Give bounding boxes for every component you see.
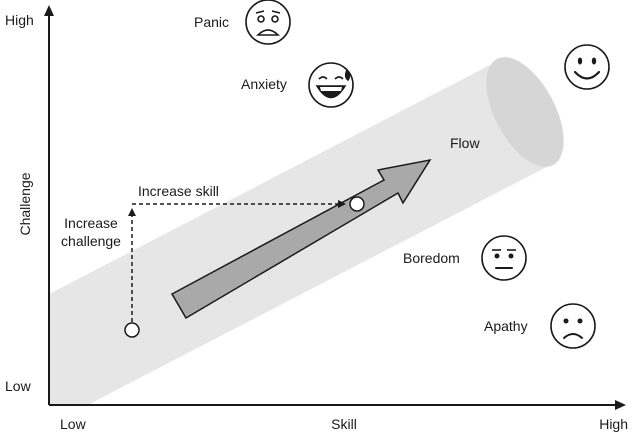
- end-point: [349, 196, 365, 212]
- y-axis-title: Challenge: [17, 172, 33, 235]
- start-point: [124, 322, 140, 338]
- sad-face-icon: [550, 303, 596, 349]
- boredom-label: Boredom: [403, 250, 460, 266]
- anxiety-label: Anxiety: [241, 76, 287, 92]
- increase-challenge-label-line2: challenge: [61, 233, 121, 249]
- y-low-label: Low: [5, 378, 32, 394]
- bored-face-icon: [481, 235, 527, 281]
- increase-challenge-label-line1: Increase: [64, 215, 118, 231]
- panic-label: Panic: [194, 14, 229, 30]
- apathy-label: Apathy: [484, 318, 528, 334]
- progress-arrow: [170, 158, 432, 320]
- panic-face-icon: [245, 0, 291, 45]
- increase-skill-label: Increase skill: [138, 183, 219, 199]
- y-high-label: High: [5, 12, 34, 28]
- y-axis-arrowhead: [44, 5, 54, 16]
- x-high-label: High: [599, 416, 628, 432]
- anxiety-face-icon: [308, 62, 354, 108]
- x-axis-arrowhead: [615, 400, 626, 410]
- x-low-label: Low: [60, 416, 87, 432]
- x-axis-title: Skill: [331, 416, 357, 432]
- happy-face-icon: [564, 44, 610, 90]
- flow-label: Flow: [450, 135, 480, 151]
